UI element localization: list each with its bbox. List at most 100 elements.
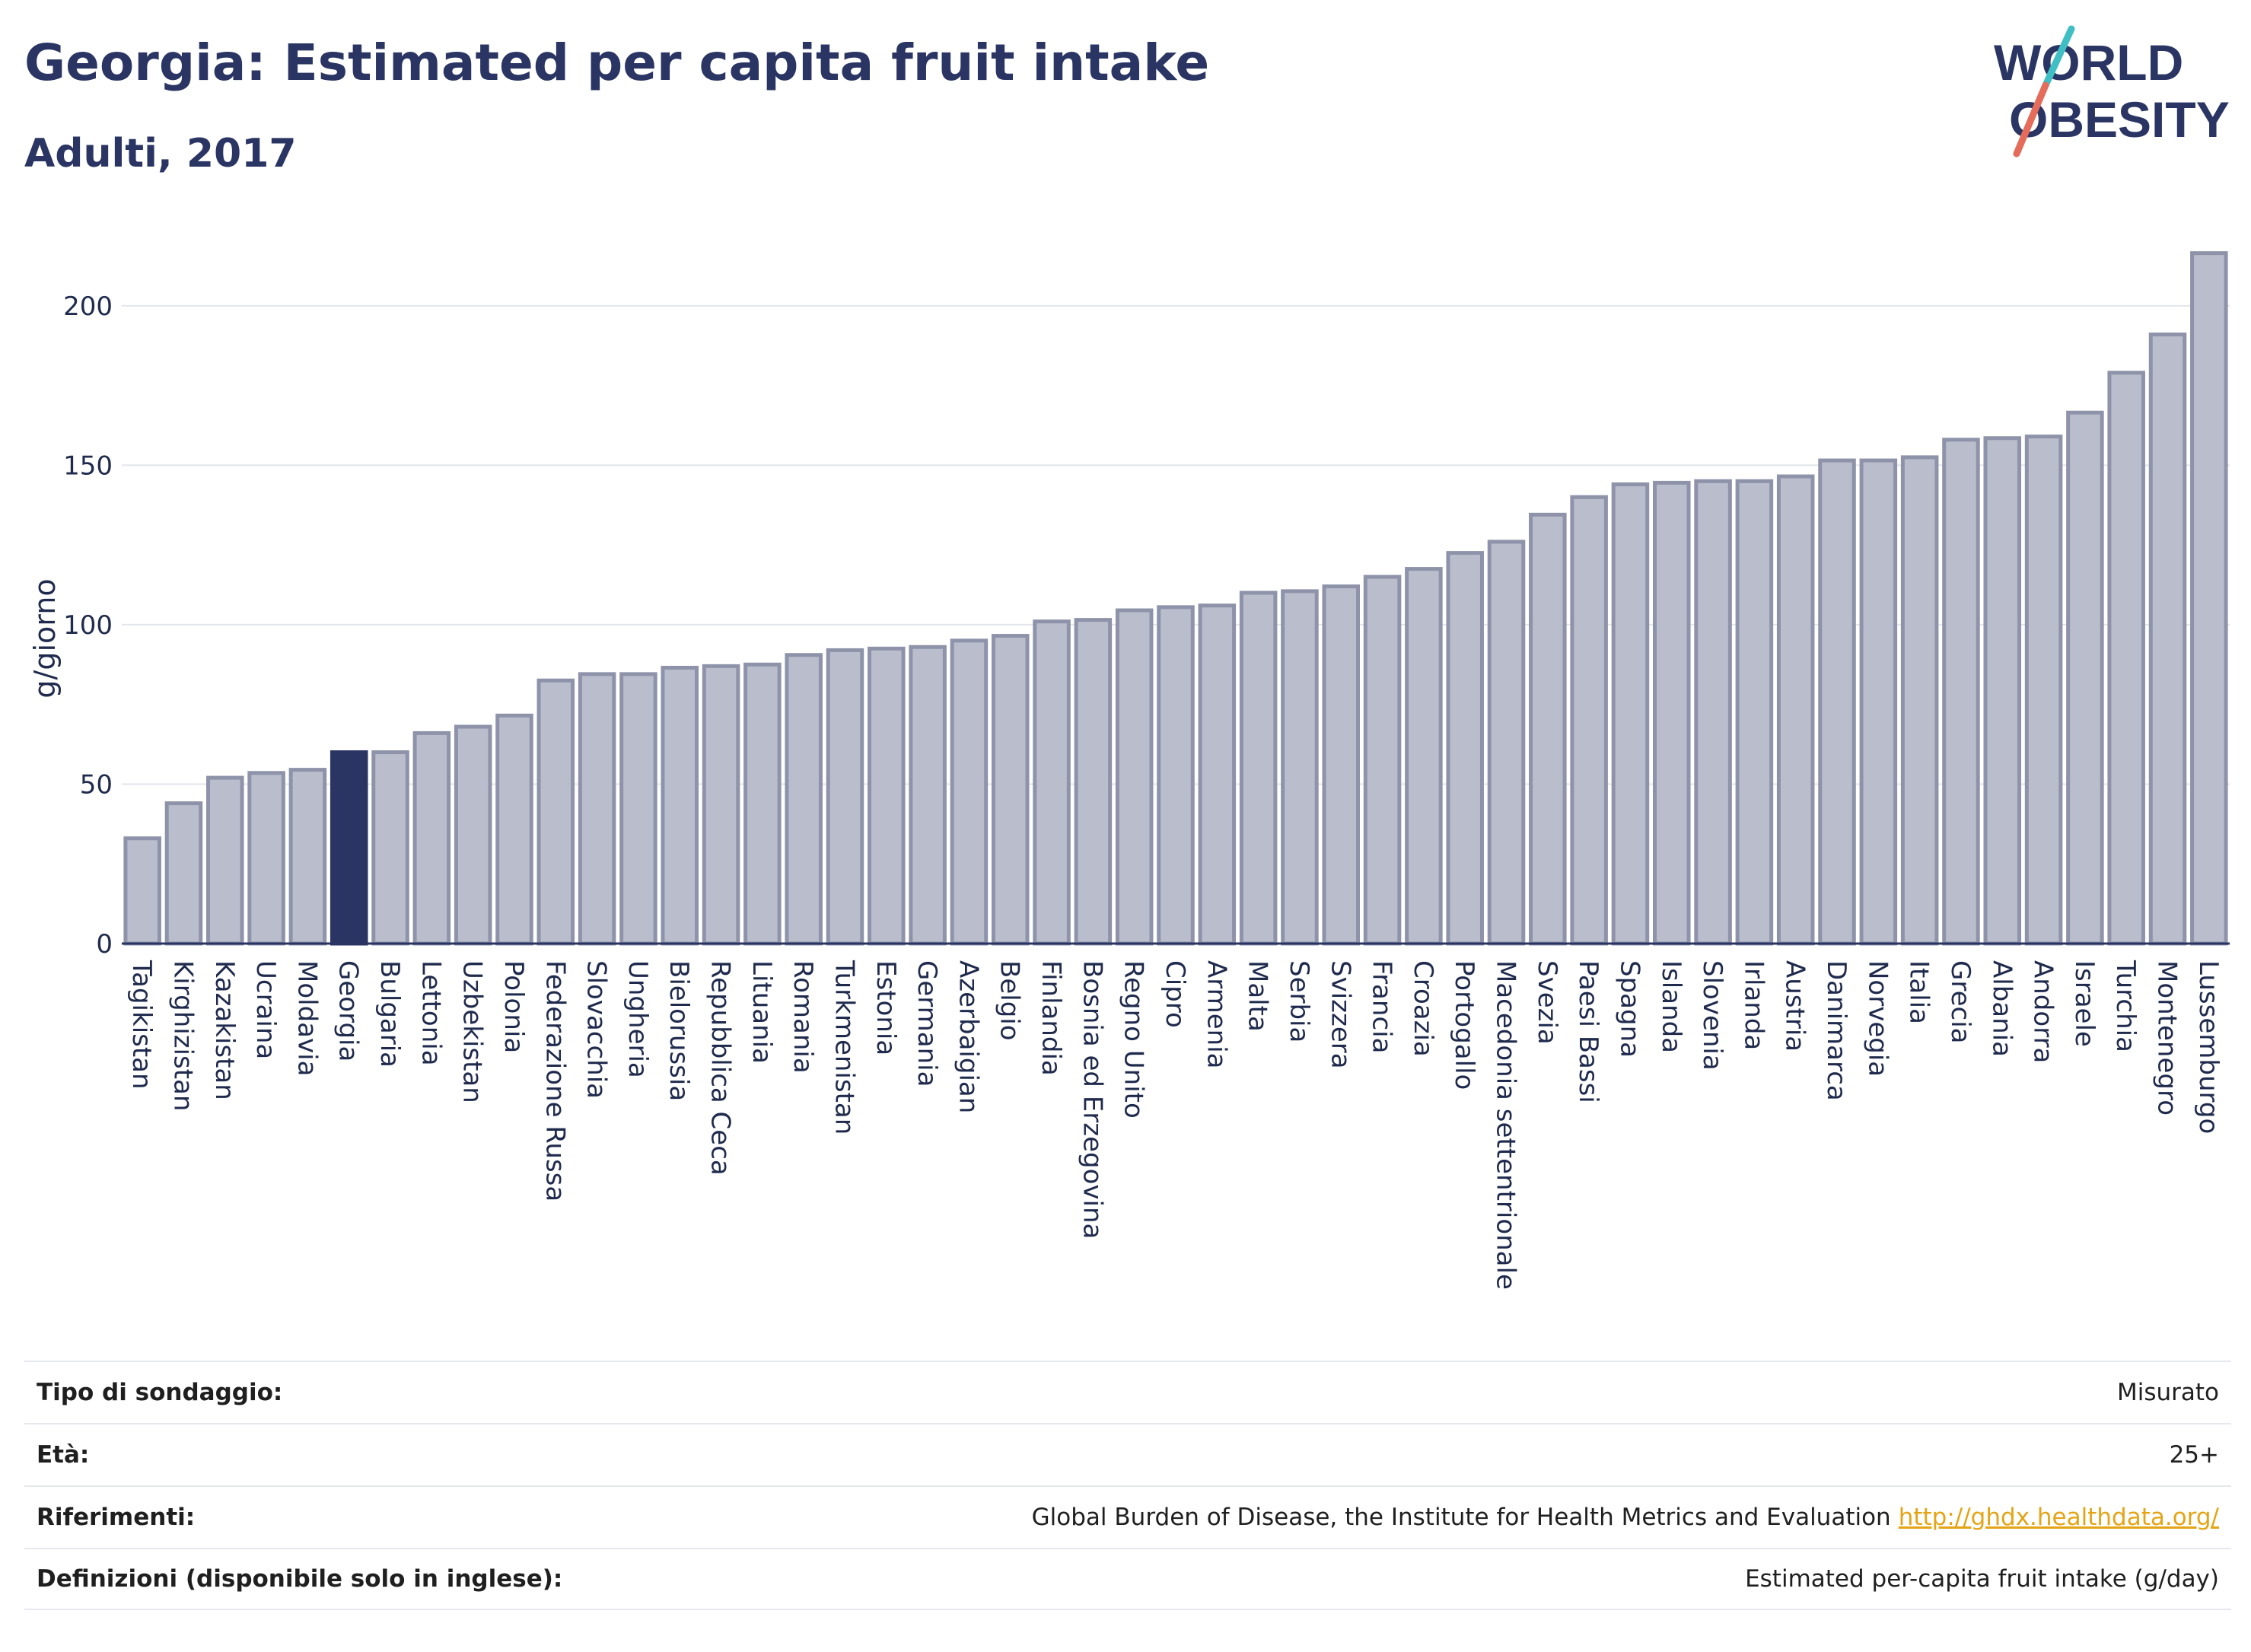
x-tick-label: Azerbaigian: [953, 960, 983, 1113]
logo-line-1: WORLD: [1994, 34, 2183, 91]
bar-bielorussia[interactable]: [661, 665, 699, 946]
bar-croazia[interactable]: [1405, 567, 1443, 946]
x-tick-label: Estonia: [871, 960, 901, 1055]
bar-azerbaigian[interactable]: [950, 638, 989, 946]
info-value-text: Estimated per-capita fruit intake (g/day…: [1745, 1565, 2219, 1593]
bar-bulgaria[interactable]: [371, 750, 409, 946]
x-tick-label: Italia: [1904, 960, 1934, 1024]
bar-romania[interactable]: [785, 653, 823, 946]
x-tick-label: Romania: [788, 960, 818, 1074]
bar-kirghizistan[interactable]: [164, 801, 203, 946]
bar-uzbekistan[interactable]: [454, 724, 492, 946]
x-tick-label: Moldavia: [291, 960, 322, 1076]
info-value: 25+: [2170, 1441, 2219, 1469]
x-tick-label: Montenegro: [2152, 960, 2183, 1116]
x-tick-label: Slovacchia: [581, 960, 612, 1099]
bar-francia[interactable]: [1363, 575, 1402, 946]
x-tick-label: Finlandia: [1036, 960, 1066, 1076]
bar-slovenia[interactable]: [1694, 479, 1732, 946]
bar-lituania[interactable]: [743, 662, 782, 946]
x-tick-label: Grecia: [1945, 960, 1976, 1043]
info-value: Estimated per-capita fruit intake (g/day…: [1745, 1565, 2219, 1593]
x-tick-label: Repubblica Ceca: [705, 960, 736, 1176]
bar-norvegia[interactable]: [1859, 458, 1898, 946]
bar-moldavia[interactable]: [288, 768, 327, 946]
bar-georgia[interactable]: [330, 750, 368, 946]
x-tick-label: Slovenia: [1697, 960, 1727, 1071]
x-tick-label: Regno Unito: [1119, 960, 1149, 1119]
x-tick-label: Lussemburgo: [2193, 960, 2224, 1134]
bar-italia[interactable]: [1900, 455, 1939, 946]
info-label: Tipo di sondaggio:: [37, 1379, 283, 1406]
bar-armenia[interactable]: [1198, 603, 1237, 946]
x-tick-label: Israele: [2069, 960, 2100, 1047]
bar-cipro[interactable]: [1157, 605, 1195, 946]
info-value-text: 25+: [2169, 1441, 2219, 1469]
bar-belgio[interactable]: [991, 634, 1030, 946]
x-tick-label: Croazia: [1408, 960, 1438, 1057]
info-row: Età: 25+: [24, 1423, 2231, 1485]
world-obesity-logo: WORLD OBESITY: [1994, 25, 2230, 158]
y-tick-label: 150: [63, 450, 113, 481]
bar-grecia[interactable]: [1942, 438, 1980, 946]
bar-slovacchia[interactable]: [578, 672, 616, 946]
x-tick-label: Federazione Russa: [540, 960, 570, 1202]
bar-andorra[interactable]: [2024, 434, 2063, 946]
info-label: Riferimenti:: [37, 1504, 196, 1531]
bar-repubblica-ceca[interactable]: [702, 664, 740, 946]
bar-ungheria[interactable]: [619, 672, 657, 946]
bar-chart: 0 50 100 150 200 Tagikistan Kirghizistan Kazak…: [28, 251, 2230, 1290]
bar-montenegro[interactable]: [2148, 333, 2187, 946]
x-tick-label: Bosnia ed Erzegovina: [1077, 960, 1107, 1239]
y-tick-label: 0: [96, 929, 113, 960]
bar-ucraina[interactable]: [247, 771, 285, 946]
bar-spagna[interactable]: [1611, 482, 1650, 946]
bar-kazakistan[interactable]: [206, 775, 244, 946]
bar-islanda[interactable]: [1652, 480, 1691, 946]
reference-link[interactable]: http://ghdx.healthdata.org/: [1898, 1504, 2219, 1531]
x-tick-label: Spagna: [1614, 960, 1644, 1058]
bar-portogallo[interactable]: [1446, 551, 1484, 946]
x-tick-label: Georgia: [333, 960, 364, 1062]
x-tick-label: Danimarca: [1821, 960, 1851, 1101]
x-axis-labels: Tagikistan Kirghizistan Kazakistan Ucraina M…: [126, 960, 2224, 1290]
info-label: Età:: [37, 1441, 90, 1469]
x-tick-label: Ungheria: [622, 960, 653, 1078]
bar-polonia[interactable]: [495, 713, 533, 946]
x-tick-label: Serbia: [1284, 960, 1314, 1042]
bar-irlanda[interactable]: [1735, 479, 1774, 946]
x-tick-label: Irlanda: [1738, 960, 1769, 1050]
bar-svezia[interactable]: [1529, 512, 1567, 946]
bar-estonia[interactable]: [868, 646, 906, 946]
bar-turkmenistan[interactable]: [826, 648, 864, 946]
bar-tagikistan[interactable]: [123, 836, 161, 946]
bar-paesi-bassi[interactable]: [1570, 495, 1608, 946]
x-tick-label: Turkmenistan: [829, 960, 859, 1135]
bar-germania[interactable]: [909, 645, 947, 946]
bar-svizzera[interactable]: [1322, 584, 1361, 946]
bar-serbia[interactable]: [1281, 589, 1319, 946]
bar-austria[interactable]: [1776, 474, 1815, 946]
bar-regno-unito[interactable]: [1115, 608, 1154, 946]
bar-turchia[interactable]: [2107, 371, 2145, 946]
bar-macedonia-settentrionale[interactable]: [1487, 540, 1526, 946]
bar-bosnia-ed-erzegovina[interactable]: [1074, 618, 1113, 946]
x-tick-label: Andorra: [2028, 960, 2058, 1063]
x-tick-label: Macedonia settentrionale: [1491, 960, 1521, 1290]
bar-malta[interactable]: [1239, 590, 1278, 946]
bar-israele[interactable]: [2066, 410, 2104, 946]
x-tick-label: Bulgaria: [374, 960, 405, 1068]
info-label: Definizioni (disponibile solo in inglese…: [37, 1565, 563, 1593]
bar-lussemburgo[interactable]: [2190, 251, 2228, 946]
bar-lettonia[interactable]: [412, 731, 451, 946]
x-tick-label: Svezia: [1532, 960, 1562, 1045]
x-tick-label: Malta: [1243, 960, 1273, 1032]
x-tick-label: Turchia: [2110, 960, 2141, 1052]
bar-federazione-russa[interactable]: [536, 678, 575, 946]
bar-albania[interactable]: [1983, 436, 2022, 946]
y-tick-label: 100: [63, 610, 113, 641]
bar-finlandia[interactable]: [1033, 619, 1071, 946]
x-tick-label: Kazakistan: [209, 960, 240, 1100]
logo-slash-coral: [2013, 81, 2049, 158]
bar-danimarca[interactable]: [1818, 458, 1856, 946]
